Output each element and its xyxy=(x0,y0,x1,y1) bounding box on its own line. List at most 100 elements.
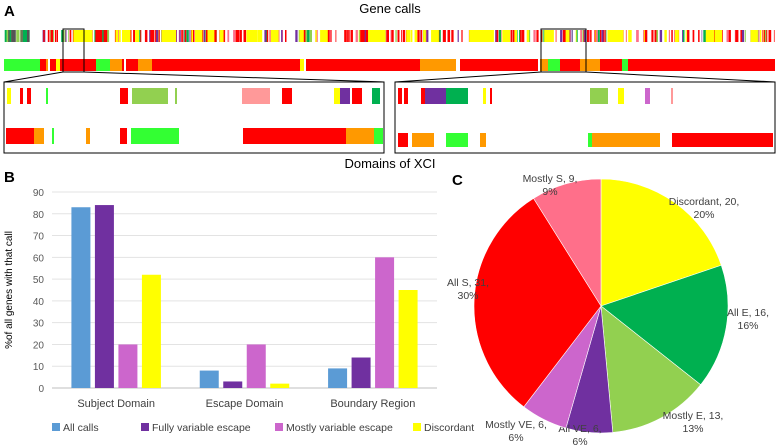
category-label: Boundary Region xyxy=(330,398,415,410)
y-axis-label: %of all genes with that call xyxy=(4,231,15,349)
domain-segment xyxy=(50,59,56,71)
bar xyxy=(375,257,395,388)
zoom-gene-mark xyxy=(46,88,48,104)
gene-call-mark xyxy=(706,30,711,42)
gene-call-mark xyxy=(414,30,418,42)
gene-call-mark xyxy=(167,30,176,42)
gene-call-mark xyxy=(206,30,209,42)
gene-call-mark xyxy=(176,30,177,42)
gene-call-mark xyxy=(16,30,19,42)
gene-call-mark xyxy=(266,30,267,42)
gene-call-mark xyxy=(65,30,67,42)
y-tick-label: 0 xyxy=(38,384,44,395)
gene-call-mark xyxy=(18,30,20,42)
gene-call-mark xyxy=(235,30,238,42)
gene-call-mark xyxy=(590,30,592,42)
gene-call-mark xyxy=(599,30,602,42)
domain-segment xyxy=(300,59,304,71)
zoom-gene-mark xyxy=(7,88,11,104)
gene-call-mark xyxy=(514,30,517,42)
gene-call-mark xyxy=(391,30,394,42)
gene-call-mark xyxy=(155,30,157,42)
gene-call-mark xyxy=(102,30,105,42)
gene-call-mark xyxy=(56,30,58,42)
gene-call-mark xyxy=(161,30,170,42)
legend-label: Mostly variable escape xyxy=(286,422,393,434)
gene-call-mark xyxy=(224,30,226,42)
gene-call-mark xyxy=(726,30,729,42)
gene-call-mark xyxy=(151,30,155,42)
gene-call-mark xyxy=(517,30,518,42)
y-tick-label: 30 xyxy=(33,319,45,330)
gene-call-mark xyxy=(179,30,181,42)
gene-call-mark xyxy=(181,30,183,42)
pie-label: All S, 31, xyxy=(447,277,489,289)
zoom-gene-mark xyxy=(132,88,168,104)
gene-call-mark xyxy=(736,30,738,42)
gene-call-mark xyxy=(73,30,85,42)
gene-call-mark xyxy=(477,30,485,42)
gene-call-mark xyxy=(54,30,57,42)
gene-call-mark xyxy=(644,30,645,42)
pie-label-percent: 20% xyxy=(693,209,714,221)
gene-call-mark xyxy=(426,30,429,42)
gene-call-mark xyxy=(402,30,405,42)
domain-segment xyxy=(560,59,580,71)
zoom-connector xyxy=(394,71,542,83)
gene-call-mark xyxy=(270,30,271,42)
gene-call-mark xyxy=(404,30,406,42)
pie-slice xyxy=(533,178,602,308)
gene-call-mark xyxy=(122,30,131,42)
gene-call-mark xyxy=(149,30,152,42)
gene-call-mark xyxy=(68,30,69,42)
gene-call-mark xyxy=(510,30,513,42)
pie-label: Discordant, 20, xyxy=(669,196,740,208)
gene-call-mark xyxy=(451,30,453,42)
gene-call-mark xyxy=(655,30,658,42)
zoom-domain-mark xyxy=(588,133,592,147)
gene-call-mark xyxy=(11,30,14,42)
zoom-region-left xyxy=(62,28,85,73)
gene-call-mark xyxy=(375,30,382,42)
gene-call-mark xyxy=(70,30,71,42)
gene-call-mark xyxy=(243,30,247,42)
gene-call-mark xyxy=(347,30,349,42)
gene-call-mark xyxy=(360,30,363,42)
gene-call-mark xyxy=(355,30,358,42)
gene-call-mark xyxy=(5,30,7,42)
gene-call-mark xyxy=(130,30,132,42)
gene-call-mark xyxy=(47,30,50,42)
zoom-connector-lines xyxy=(3,28,776,83)
gene-call-mark xyxy=(434,30,439,42)
gene-call-mark xyxy=(529,30,531,42)
zoom-gene-mark xyxy=(490,88,492,104)
gene-call-mark xyxy=(307,30,310,42)
gene-call-mark xyxy=(583,30,586,42)
domain-gap xyxy=(124,59,126,71)
zoom-box-left xyxy=(3,81,385,154)
pie-label: Mostly E, 13, xyxy=(663,410,724,422)
gene-call-mark xyxy=(651,30,654,42)
zoom-gene-mark xyxy=(446,88,468,104)
gene-call-mark xyxy=(420,30,423,42)
zoom-connector xyxy=(83,71,385,83)
gene-call-mark xyxy=(687,30,690,42)
gene-call-mark xyxy=(4,30,7,42)
gene-call-mark xyxy=(359,30,360,42)
zoom-gene-mark xyxy=(590,88,608,104)
gene-call-mark xyxy=(587,30,589,42)
gene-call-mark xyxy=(105,30,108,42)
gene-call-mark xyxy=(764,30,767,42)
gene-call-mark xyxy=(20,30,22,42)
gene-call-mark xyxy=(97,30,100,42)
zoom-gene-mark xyxy=(352,88,362,104)
gene-call-mark xyxy=(526,30,530,42)
gene-call-mark xyxy=(335,30,337,42)
domain-segment xyxy=(600,59,622,71)
zoom-gene-mark xyxy=(398,88,402,104)
domain-segment xyxy=(580,59,600,71)
zoom-domain-mark xyxy=(374,128,383,144)
gene-call-mark xyxy=(144,30,148,42)
gene-call-mark xyxy=(457,30,459,42)
gene-call-mark xyxy=(329,30,331,42)
